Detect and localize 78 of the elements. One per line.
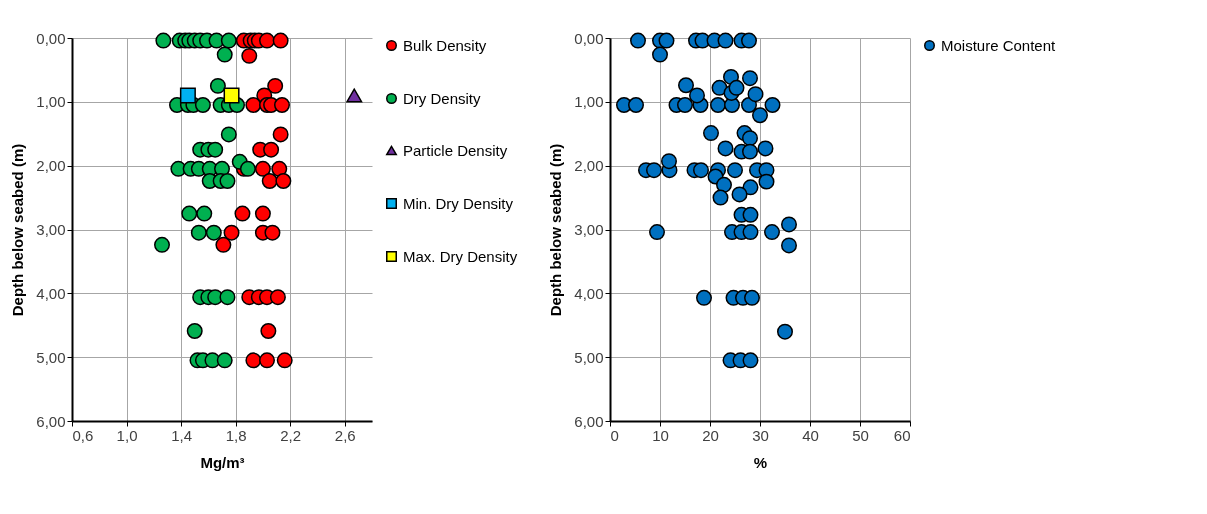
point	[223, 87, 240, 104]
y-tick-label: 5,00	[36, 348, 66, 366]
y-tick-label: 3,00	[574, 221, 604, 238]
x-tick-label: 1,8	[225, 426, 247, 444]
point	[260, 323, 277, 339]
point	[207, 141, 224, 158]
point	[216, 46, 233, 63]
point	[254, 160, 271, 177]
x-tick-label: 40	[802, 426, 819, 444]
point	[194, 97, 211, 114]
point	[219, 289, 236, 306]
point	[245, 352, 262, 369]
point	[223, 224, 240, 241]
y-tick-label: 1,00	[574, 93, 604, 111]
y-tick-label: 1,00	[36, 93, 66, 111]
point	[155, 32, 172, 49]
point	[245, 97, 262, 114]
x-tick-label: 0	[610, 426, 619, 444]
point	[220, 32, 237, 49]
x-axis-title: Mg/m³	[200, 453, 245, 471]
x-tick-label: 60	[893, 426, 911, 444]
point	[259, 32, 275, 49]
x-tick-label: 0,6	[72, 426, 94, 444]
x-tick-label: 2,2	[280, 426, 302, 444]
y-tick-label: 5,00	[574, 348, 604, 366]
point	[215, 236, 232, 253]
point	[272, 32, 289, 49]
y-tick-label: 2,00	[36, 157, 66, 175]
legend-label: Dry Density	[403, 89, 482, 107]
y-tick-label: 4,00	[574, 284, 604, 302]
point	[254, 205, 271, 222]
x-tick-label: 30	[752, 426, 769, 444]
point	[179, 87, 196, 104]
point	[264, 224, 281, 241]
y-tick-label: 6,00	[36, 412, 66, 430]
point	[234, 205, 251, 222]
y-axis-title: Depth below seabed (m)	[9, 143, 27, 317]
y-tick-label: 6,00	[574, 412, 604, 430]
point	[259, 352, 275, 369]
y-axis-title: Depth below seabed (m)	[547, 143, 565, 317]
point	[275, 173, 292, 189]
point	[239, 160, 256, 177]
point	[186, 323, 203, 339]
y-tick-label: 3,00	[36, 221, 66, 238]
point	[263, 141, 280, 158]
point	[272, 126, 289, 143]
x-tick-label: 2,6	[334, 426, 356, 444]
y-tick-label: 0,00	[36, 29, 66, 47]
point	[205, 224, 222, 241]
point	[267, 77, 284, 94]
point	[196, 205, 213, 222]
point	[269, 289, 286, 306]
point	[154, 236, 170, 253]
point	[219, 173, 236, 189]
x-tick-label: 50	[852, 426, 869, 444]
x-tick-label: 10	[652, 426, 669, 444]
point	[220, 126, 237, 143]
point	[261, 173, 278, 189]
point	[276, 352, 293, 369]
legend-label: Particle Density	[403, 141, 508, 159]
point	[216, 352, 233, 369]
point	[241, 47, 258, 64]
point	[181, 205, 198, 222]
x-axis-title: %	[753, 453, 768, 471]
point	[274, 97, 290, 114]
point	[190, 224, 207, 241]
point	[346, 88, 363, 103]
y-tick-label: 4,00	[36, 284, 66, 302]
y-tick-label: 2,00	[574, 157, 604, 175]
legend-label: Moisture Content	[941, 36, 1057, 54]
point	[209, 77, 226, 94]
x-tick-label: 1,4	[171, 426, 193, 444]
y-tick-label: 0,00	[574, 29, 604, 47]
x-tick-label: 1,0	[116, 426, 138, 444]
legend-label: Max. Dry Density	[403, 247, 518, 265]
legend-label: Bulk Density	[403, 36, 487, 54]
legend-label: Min. Dry Density	[403, 194, 514, 212]
x-tick-label: 20	[702, 426, 719, 444]
